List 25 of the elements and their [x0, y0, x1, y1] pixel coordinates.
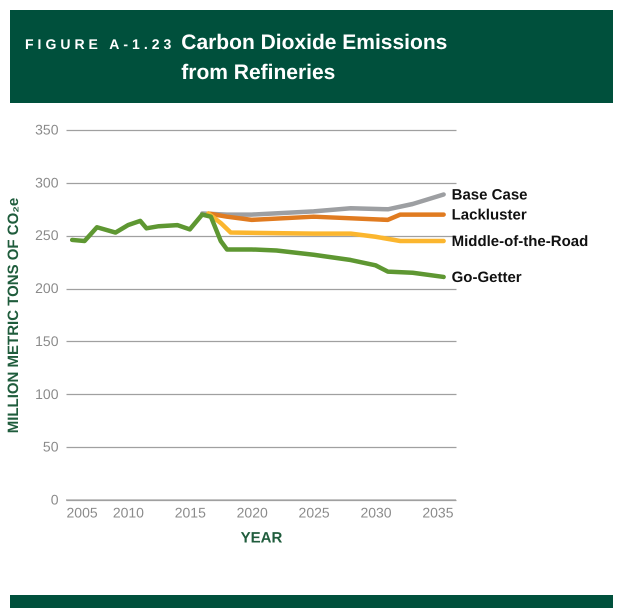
line-series	[206, 211, 446, 244]
x-tick-label: 2020	[236, 504, 268, 520]
y-tick-label: 250	[35, 227, 59, 244]
chart-title: Carbon Dioxide Emissions from Refineries	[181, 30, 448, 86]
x-tick-label: 2005	[66, 504, 98, 520]
x-tick-label: 2010	[112, 504, 144, 520]
y-tick-label: 0	[50, 492, 59, 508]
y-tick-label: 350	[35, 122, 59, 138]
y-tick-label: 50	[42, 438, 59, 455]
series-label: Go-Getter	[452, 268, 522, 286]
text: FIGURE A-1.23	[25, 36, 176, 52]
x-tick-label: 2030	[360, 504, 392, 520]
series-label: Base Case	[452, 186, 528, 204]
y-tick-label: 200	[35, 280, 59, 296]
y-tick-label: 300	[35, 174, 59, 190]
y-axis-title: MILLION METRIC TONS OF CO₂e	[5, 198, 22, 434]
line-series	[70, 212, 446, 280]
x-tick-label: 2035	[422, 504, 454, 520]
x-tick-label: 2015	[174, 504, 206, 520]
y-tick-label: 150	[35, 332, 59, 349]
x-tick-label: 2025	[298, 504, 330, 520]
series-label: Lackluster	[452, 206, 527, 224]
y-tick-label: 100	[35, 386, 59, 402]
series-label: Middle-of-the-Road	[452, 233, 588, 250]
x-axis-title: YEAR	[240, 530, 282, 546]
